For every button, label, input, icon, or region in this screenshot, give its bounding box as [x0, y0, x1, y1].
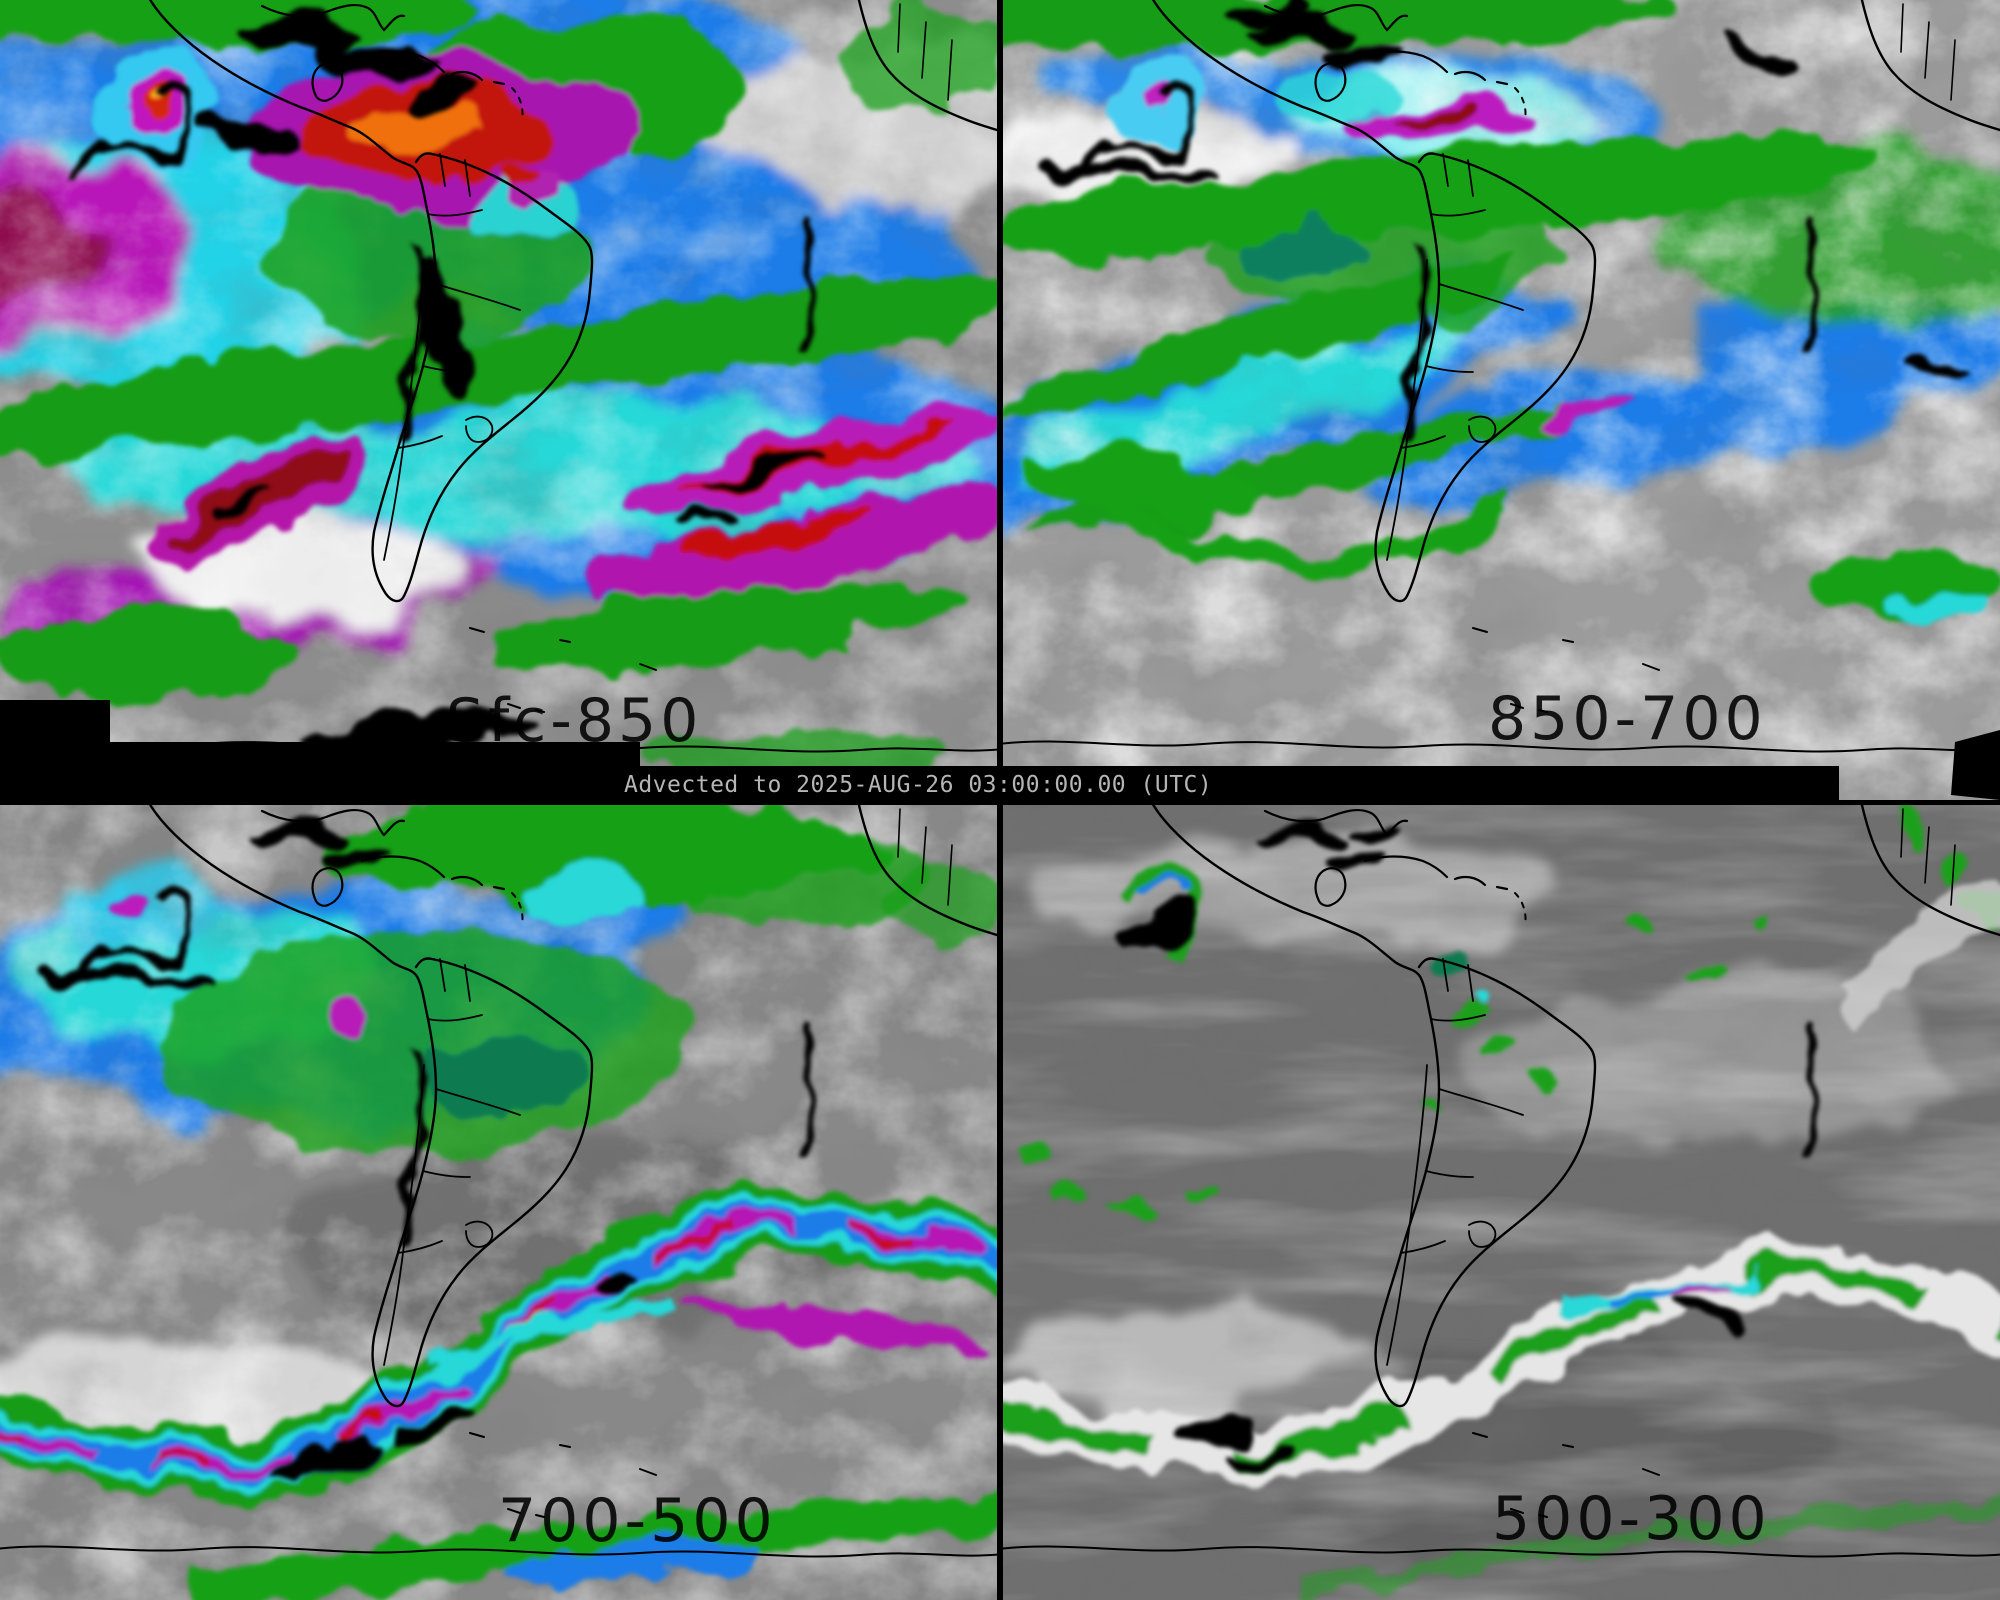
panel-label-850-700: 850-700 [1488, 684, 1767, 754]
panel-label-700-500: 700-500 [498, 1486, 777, 1556]
panel-500-300 [1003, 805, 2000, 1600]
panel-700-500 [0, 805, 997, 1600]
panel-850-700 [1003, 0, 2000, 800]
panel-sfc-850 [0, 0, 997, 800]
panel-label-sfc-850: Sfc-850 [446, 686, 703, 756]
panel-label-500-300: 500-300 [1492, 1484, 1771, 1554]
valid-time-text: Advected to 2025-AUG-26 03:00:00.00 (UTC… [624, 772, 1213, 798]
valid-time-banner: Advected to 2025-AUG-26 03:00:00.00 (UTC… [611, 766, 1839, 804]
